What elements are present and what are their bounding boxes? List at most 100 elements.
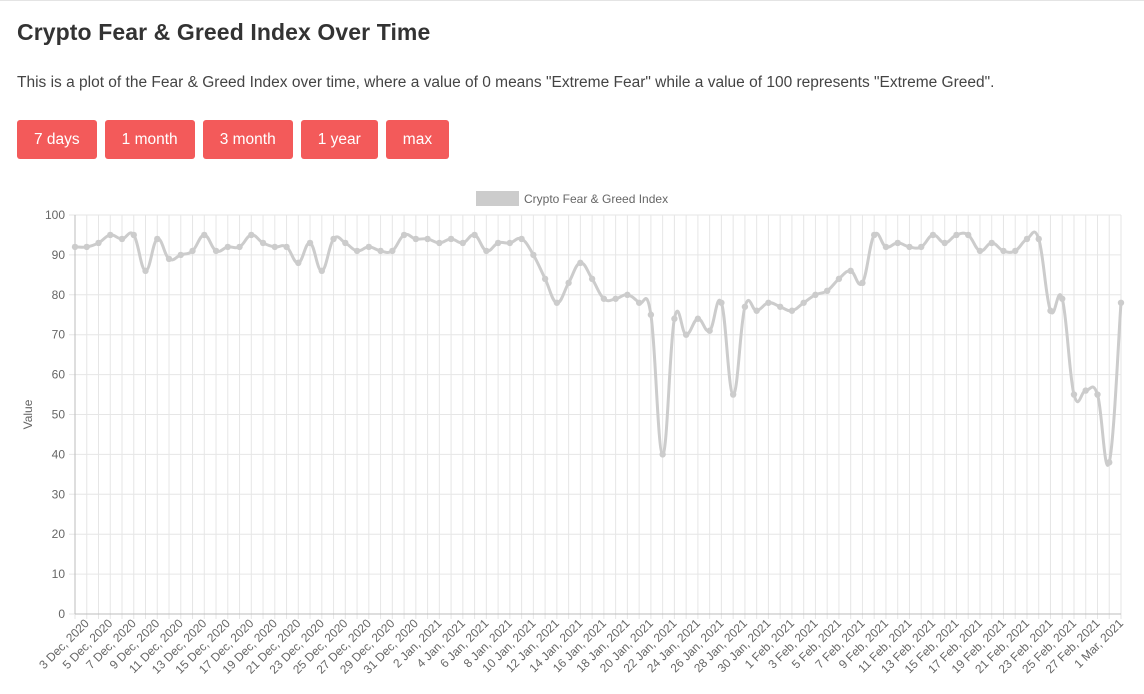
data-point [483, 247, 490, 255]
grid-lines [69, 214, 1122, 619]
y-tick-label: 70 [52, 328, 66, 342]
data-point [389, 247, 396, 255]
top-divider [0, 0, 1144, 1]
data-point [988, 239, 995, 247]
data-point [906, 243, 913, 251]
data-point [154, 235, 161, 243]
range-3-month-button[interactable]: 3 month [202, 120, 293, 159]
data-point [1117, 299, 1125, 306]
y-tick-label: 30 [52, 487, 66, 501]
data-point [812, 291, 819, 298]
data-point [1082, 387, 1089, 394]
y-tick-label: 90 [52, 248, 66, 262]
data-point [823, 287, 831, 295]
data-point [788, 307, 796, 314]
data-point [647, 311, 655, 318]
y-tick-label: 80 [52, 288, 66, 302]
data-point [518, 235, 525, 243]
data-point [330, 235, 337, 243]
range-button-group: 7 days 1 month 3 month 1 year max [17, 120, 450, 159]
y-tick-label: 50 [52, 408, 66, 422]
data-point [1094, 391, 1101, 398]
data-point [565, 279, 572, 287]
data-point [753, 307, 760, 314]
data-point [130, 231, 137, 239]
y-tick-label: 10 [52, 567, 66, 581]
data-point [624, 291, 631, 298]
data-point [400, 231, 408, 239]
y-tick-label: 20 [52, 527, 66, 541]
data-point [1035, 235, 1042, 243]
page-description: This is a plot of the Fear & Greed Index… [17, 74, 995, 91]
data-point [530, 251, 537, 259]
legend-swatch [476, 191, 519, 206]
data-point [1070, 391, 1078, 398]
y-tick-label: 60 [52, 368, 66, 382]
data-point [436, 239, 443, 247]
data-point [424, 235, 431, 243]
data-point [189, 247, 196, 255]
data-point [142, 267, 149, 275]
y-tick-label: 0 [58, 607, 65, 621]
data-point [471, 231, 478, 239]
data-point [271, 243, 278, 251]
data-point [870, 231, 878, 239]
data-point [236, 243, 243, 251]
data-point [1106, 459, 1113, 466]
data-point [1012, 247, 1019, 255]
data-point [318, 267, 326, 275]
data-point [412, 235, 420, 243]
data-point [1000, 247, 1007, 255]
data-point [494, 239, 502, 247]
data-point [295, 259, 302, 267]
data-point [541, 275, 549, 283]
legend-label: Crypto Fear & Greed Index [524, 192, 668, 206]
data-point [682, 331, 690, 338]
data-point [342, 239, 349, 247]
series-line [74, 230, 1123, 467]
data-point [365, 243, 373, 251]
chart-legend: Crypto Fear & Greed Index [476, 191, 668, 206]
data-point [83, 243, 90, 251]
data-point [894, 239, 901, 247]
data-point [800, 299, 807, 306]
data-point [776, 303, 784, 310]
y-tick-label: 40 [52, 447, 66, 461]
y-tick-label: 100 [45, 208, 65, 222]
data-point [729, 391, 737, 398]
data-point [600, 295, 608, 302]
data-point [118, 235, 126, 243]
data-point [1023, 235, 1031, 243]
data-point [882, 243, 890, 251]
data-point [107, 231, 114, 239]
range-1-month-button[interactable]: 1 month [104, 120, 195, 159]
data-point [447, 235, 455, 243]
data-point [283, 243, 290, 251]
range-1-year-button[interactable]: 1 year [300, 120, 378, 159]
data-point [506, 239, 514, 247]
data-point [353, 247, 361, 255]
data-point [718, 299, 725, 306]
data-point [859, 279, 866, 287]
data-point [765, 299, 772, 306]
data-point [953, 231, 960, 239]
data-point [929, 231, 937, 239]
range-7-days-button[interactable]: 7 days [17, 120, 97, 159]
data-point [918, 243, 925, 251]
data-point [553, 299, 561, 306]
y-axis-title: Value [21, 399, 35, 429]
data-point [95, 239, 102, 247]
data-point [1059, 295, 1066, 302]
data-point [1047, 307, 1054, 314]
data-point [706, 327, 713, 334]
data-point [847, 267, 854, 275]
data-point [165, 255, 173, 263]
data-point [71, 243, 79, 251]
data-point [459, 239, 467, 247]
range-max-button[interactable]: max [385, 120, 450, 159]
data-point [941, 239, 948, 247]
data-point [635, 299, 643, 306]
data-point [177, 251, 184, 259]
data-point [377, 247, 384, 255]
